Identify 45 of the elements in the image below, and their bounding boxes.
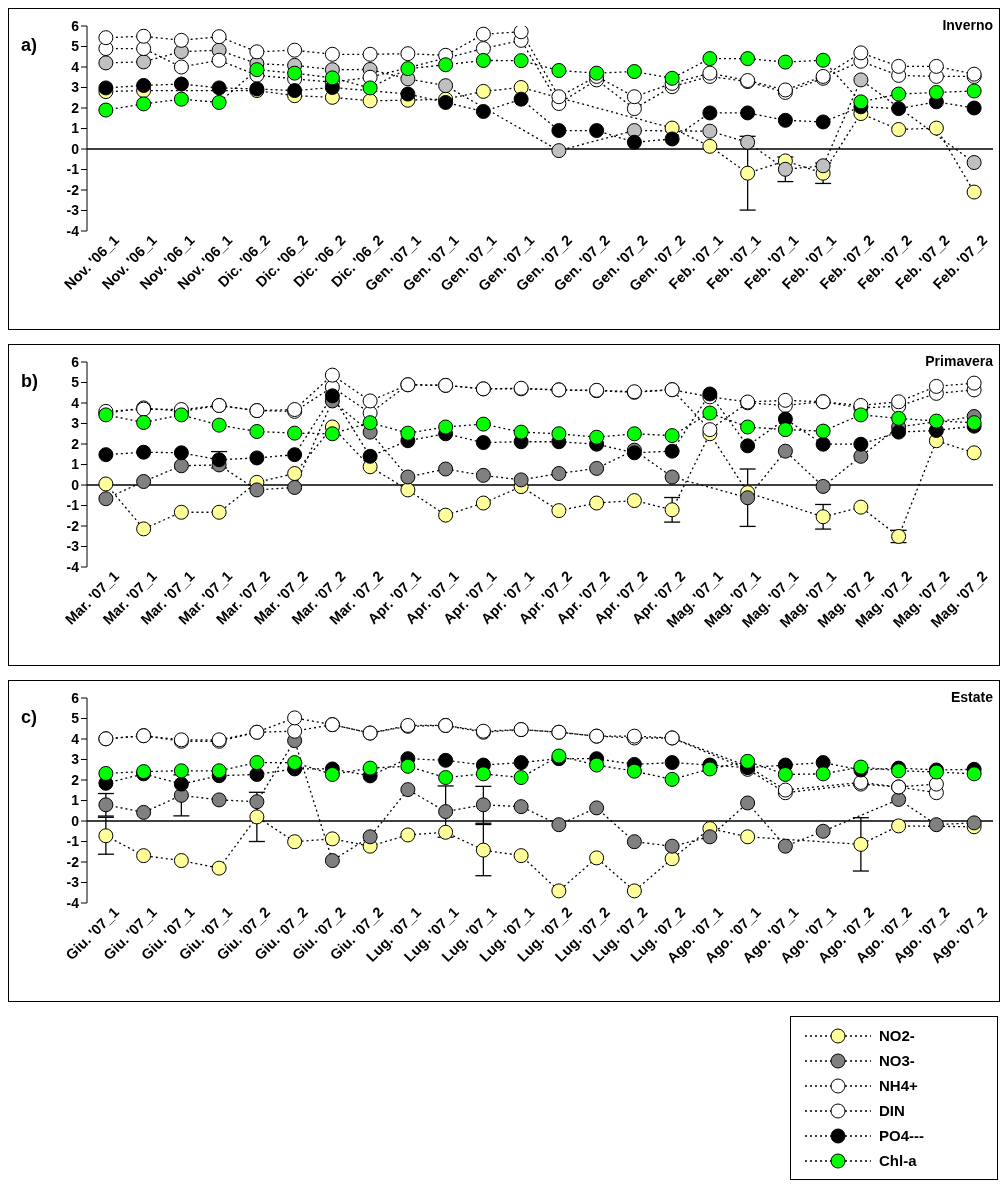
chart-title: Primavera	[925, 353, 993, 369]
y-tick-label: 6	[71, 17, 80, 34]
y-tick-label: 5	[71, 710, 80, 727]
chart-title: Inverno	[942, 17, 993, 33]
y-tick-label: 6	[71, 353, 80, 370]
legend-label: DIN	[879, 1102, 905, 1119]
legend-label: NH4+	[879, 1077, 918, 1094]
y-tick-label: -2	[66, 181, 80, 198]
y-tick-label: 5	[71, 38, 80, 55]
y-tick-label: 3	[71, 751, 80, 768]
y-tick-label: 6	[71, 689, 80, 706]
y-tick-label: 1	[71, 456, 80, 473]
legend-label: NO2-	[879, 1027, 915, 1044]
y-tick-label: -1	[66, 833, 80, 850]
legend-label: Chl-a	[879, 1152, 917, 1169]
y-tick-label: -2	[66, 517, 80, 534]
y-tick-label: 2	[71, 435, 80, 452]
y-tick-label: -3	[66, 874, 80, 891]
y-tick-label: 1	[71, 792, 80, 809]
legend-label: PO4---	[879, 1127, 924, 1144]
y-tick-label: 4	[71, 58, 80, 75]
y-tick-label: -4	[66, 558, 80, 575]
chart-title: Estate	[950, 689, 993, 705]
y-tick-label: 0	[71, 140, 80, 157]
y-tick-label: 1	[71, 120, 80, 137]
y-tick-label: -1	[66, 161, 80, 178]
y-tick-label: -2	[66, 853, 80, 870]
y-tick-label: -1	[66, 497, 80, 514]
y-tick-label: 2	[71, 99, 80, 116]
y-tick-label: 0	[71, 476, 80, 493]
y-tick-label: 2	[71, 771, 80, 788]
y-tick-label: -4	[66, 894, 80, 911]
y-tick-label: -3	[66, 538, 80, 555]
text: a)	[21, 35, 38, 56]
y-tick-label: 5	[71, 374, 80, 391]
y-tick-label: 3	[71, 79, 80, 96]
text: c)	[21, 707, 38, 728]
y-tick-label: 4	[71, 730, 80, 747]
y-tick-label: 4	[71, 394, 80, 411]
y-tick-label: -4	[66, 222, 80, 239]
legend-label: NO3-	[879, 1052, 915, 1069]
text: b)	[21, 371, 38, 392]
y-tick-label: -3	[66, 202, 80, 219]
y-tick-label: 3	[71, 415, 80, 432]
y-tick-label: 0	[71, 812, 80, 829]
